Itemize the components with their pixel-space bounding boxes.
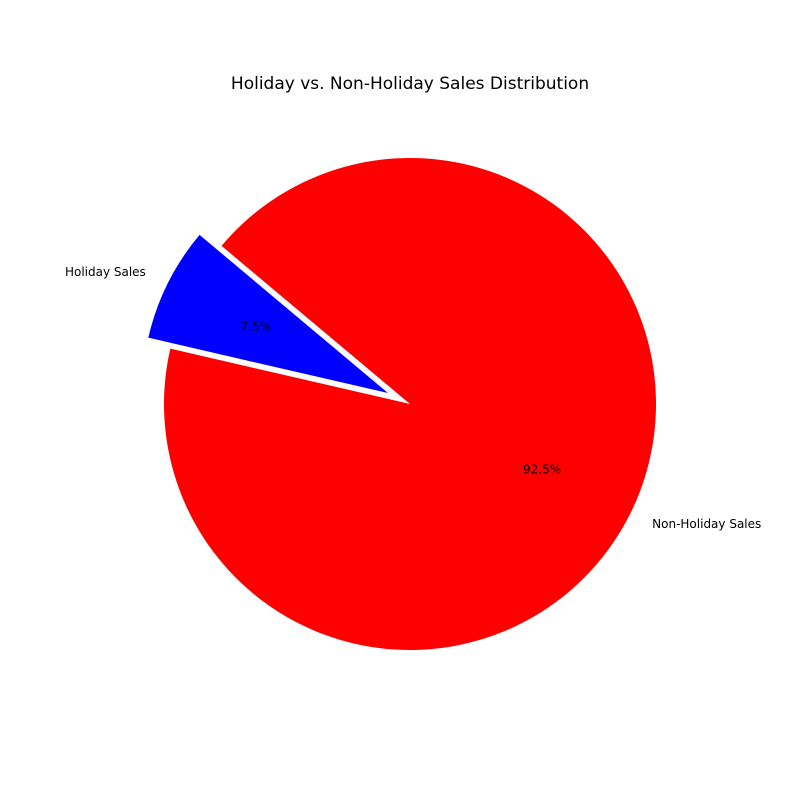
slice-category-label: Non-Holiday Sales <box>652 517 761 531</box>
chart-title: Holiday vs. Non-Holiday Sales Distributi… <box>231 74 589 94</box>
pie-slice-holiday-sales <box>148 234 388 394</box>
pie-slices <box>148 157 656 650</box>
slice-category-label: Holiday Sales <box>65 265 146 279</box>
pie-slice-non-holiday-sales <box>164 157 656 650</box>
slice-percent-label: 7.5% <box>241 320 272 334</box>
slice-percent-label: 92.5% <box>523 462 561 476</box>
pie-labels: Holiday Sales 7.5% Non-Holiday Sales 92.5% <box>65 265 761 531</box>
